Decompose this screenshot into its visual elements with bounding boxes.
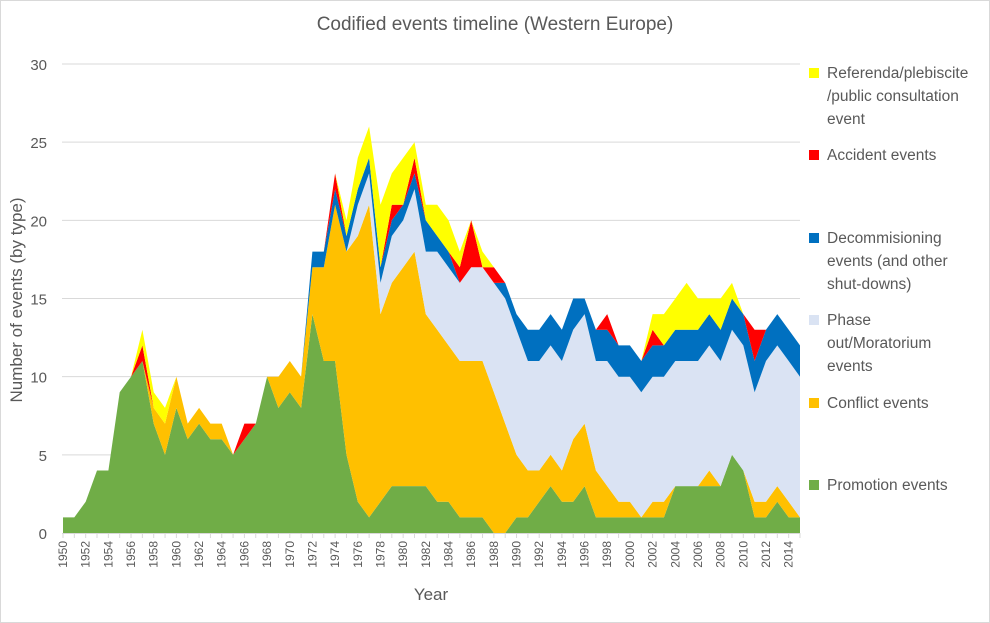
area-accident-events [63, 157, 800, 518]
y-axis-label: Number of events (by type) [7, 197, 26, 402]
x-tick-label: 1982 [419, 541, 433, 568]
x-tick-label: 1988 [487, 541, 501, 568]
x-tick-label: 1992 [532, 541, 546, 568]
legend-swatch [809, 398, 819, 408]
legend-label: Phase [827, 312, 871, 329]
legend-label: Decommisioning [827, 230, 942, 247]
legend-label: /public consultation [827, 88, 959, 105]
legend-swatch [809, 480, 819, 490]
legend-label: Accident events [827, 147, 937, 164]
x-tick-label: 1966 [237, 541, 251, 568]
area-series [63, 126, 800, 533]
y-tick-label: 10 [30, 370, 47, 387]
x-tick-label: 2010 [736, 541, 750, 568]
x-tick-label: 1964 [215, 541, 229, 568]
x-tick-label: 2014 [782, 541, 796, 568]
area-conflict-events [63, 204, 800, 533]
x-axis: 1950 1952 1954 1956 1958 1960 1962 1964 1966 1968… [56, 533, 801, 568]
x-tick-label: 1950 [56, 541, 70, 568]
y-tick-label: 25 [30, 135, 47, 152]
x-tick-label: 1952 [79, 541, 93, 568]
x-tick-label: 1968 [260, 541, 274, 568]
legend-label: events [827, 358, 873, 375]
y-tick-label: 30 [30, 57, 47, 74]
legend-label: Promotion events [827, 477, 948, 494]
y-tick-label: 0 [39, 526, 47, 543]
x-tick-label: 1972 [305, 541, 319, 568]
legend-item: Conflict events [806, 392, 990, 415]
area-referenda-plebiscite-public-consultation-event [63, 126, 800, 518]
x-tick-label: 1960 [169, 541, 183, 568]
x-tick-label: 1958 [147, 541, 161, 568]
x-tick-label: 1986 [464, 541, 478, 568]
legend-label: Conflict events [827, 395, 929, 412]
area-phase-out-moratorium-events [63, 173, 800, 518]
y-tick-label: 5 [39, 448, 47, 465]
x-tick-label: 1984 [442, 541, 456, 568]
x-tick-label: 1990 [510, 541, 524, 568]
legend-swatch [809, 233, 819, 243]
legend-label: shut-downs) [827, 276, 912, 293]
y-tick-label: 20 [30, 213, 47, 230]
x-tick-label: 1962 [192, 541, 206, 568]
x-tick-label: 2012 [759, 541, 773, 568]
area-decommisioning-events-and-other-shut-downs [63, 157, 800, 518]
area-promotion-events [63, 314, 800, 533]
x-tick-label: 1954 [101, 541, 115, 568]
x-tick-label: 2000 [623, 541, 637, 568]
x-axis-label: Year [414, 585, 449, 604]
y-tick-label: 15 [30, 292, 47, 309]
x-tick-label: 2008 [714, 541, 728, 568]
x-tick-label: 1978 [374, 541, 388, 568]
x-tick-label: 2002 [646, 541, 660, 568]
x-tick-label: 1998 [600, 541, 614, 568]
legend-label: out/Moratorium [827, 335, 932, 352]
x-tick-label: 1974 [328, 541, 342, 568]
x-tick-label: 1994 [555, 541, 569, 568]
legend-item: Decommisioning events (and other shut-down… [806, 227, 990, 296]
y-axis: 0 5 10 15 20 25 30 [30, 57, 47, 543]
x-tick-label: 1976 [351, 541, 365, 568]
x-tick-label: 2004 [668, 541, 682, 568]
legend-label: event [827, 111, 865, 128]
legend-swatch [809, 315, 819, 325]
chart-title: Codified events timeline (Western Europe… [316, 14, 674, 35]
legend-label: events (and other [827, 253, 948, 270]
legend-item: Accident events [806, 144, 990, 167]
legend-swatch [809, 68, 819, 78]
legend-item: Phase out/Moratorium events [806, 309, 990, 378]
x-tick-label: 1956 [124, 541, 138, 568]
x-tick-label: 1970 [283, 541, 297, 568]
legend-label: Referenda/plebiscite [827, 65, 969, 82]
legend-item: Promotion events [806, 474, 990, 497]
x-tick-label: 2006 [691, 541, 705, 568]
x-tick-label: 1980 [396, 541, 410, 568]
legend-item: Referenda/plebiscite/public consultation… [806, 62, 990, 131]
x-tick-label: 1996 [578, 541, 592, 568]
legend-swatch [809, 150, 819, 160]
